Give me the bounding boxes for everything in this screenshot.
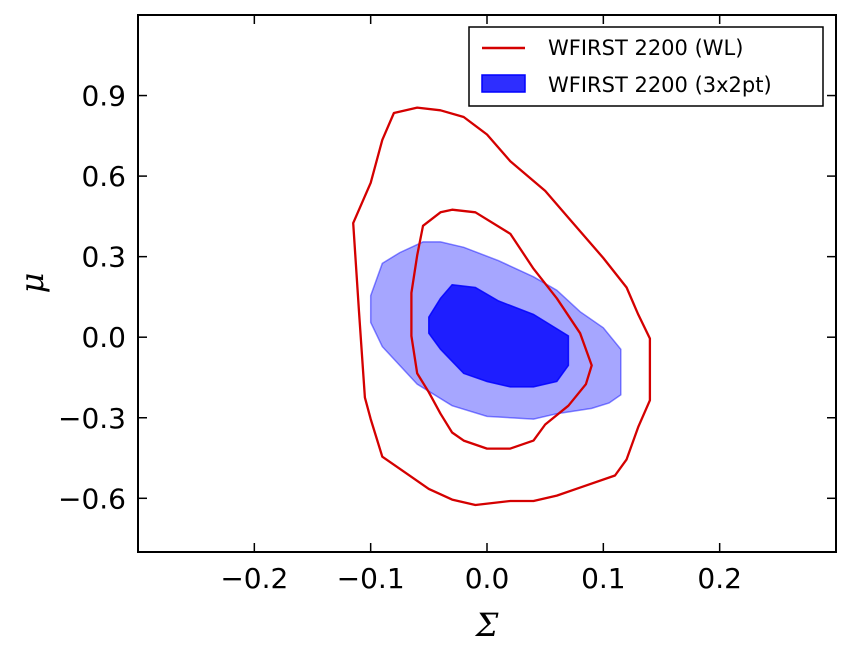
y-tick-label: 0.0 [81,321,126,354]
y-axis-label: μ [13,273,51,294]
contour-wl-outer [352,106,652,507]
legend-swatch-3x2pt [481,74,526,93]
contour-3x2pt-inner [428,284,570,388]
y-tick-label: 0.6 [81,160,126,193]
y-tick-label: −0.3 [58,402,126,435]
y-tick-label: 0.9 [81,80,126,113]
x-tick-label: 0.0 [465,562,510,595]
y-tick-label: −0.6 [58,482,126,515]
legend-frame [468,26,824,107]
legend: WFIRST 2200 (WL) WFIRST 2200 (3x2pt) [468,26,824,107]
legend-label-wl: WFIRST 2200 (WL) [548,36,743,60]
x-tick-label: −0.1 [337,562,405,595]
contour-layer [352,106,652,507]
legend-label-3x2pt: WFIRST 2200 (3x2pt) [548,73,772,97]
x-tick-label: −0.2 [220,562,288,595]
x-axis-label: Σ [475,606,499,644]
x-tick-label: 0.2 [697,562,742,595]
tick-layer: −0.2 −0.1 0.0 0.1 0.2 −0.6 −0.3 0.0 0.3 0.6 0.9 [58,15,836,595]
contour-wl-inner [410,208,593,450]
y-tick-label: 0.3 [81,241,126,274]
x-tick-label: 0.1 [581,562,626,595]
